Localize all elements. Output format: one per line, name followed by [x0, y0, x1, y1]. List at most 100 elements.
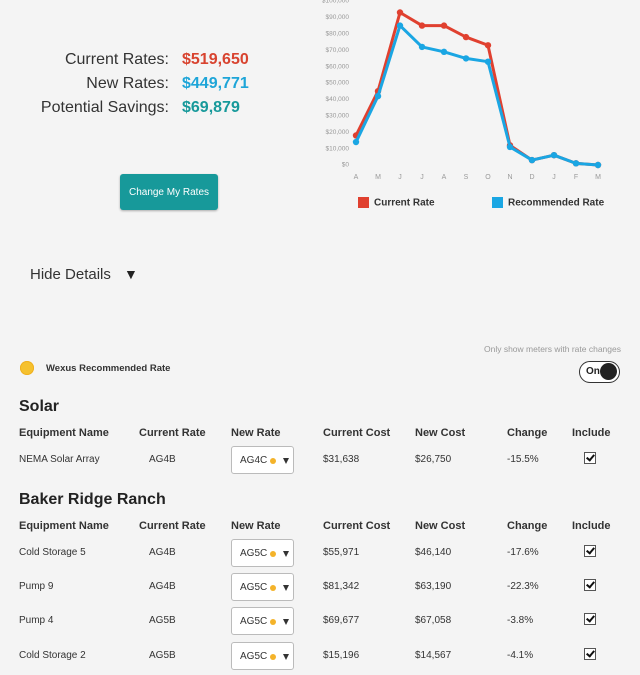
rate-select[interactable]: AG4C [231, 446, 294, 474]
data-point [352, 138, 360, 146]
column-header: Current Cost [323, 427, 391, 439]
table-cell: -22.3% [507, 581, 539, 592]
x-tick-label: S [464, 174, 469, 181]
rate-select-value: AG5C [240, 548, 268, 559]
data-point [506, 143, 514, 151]
column-header: Current Cost [323, 520, 391, 532]
summary-value: $449,771 [182, 75, 249, 92]
column-header: Equipment Name [19, 427, 109, 439]
rate-select[interactable]: AG5C [231, 573, 294, 601]
table-cell: $81,342 [323, 581, 360, 592]
rate-select[interactable]: AG5C [231, 642, 294, 670]
data-point [418, 22, 426, 29]
include-checkbox[interactable] [584, 613, 596, 625]
rate-select-value: AG4C [240, 455, 268, 466]
rate-select[interactable]: AG5C [231, 539, 294, 567]
include-checkbox[interactable] [584, 648, 596, 660]
toggle-text: On [586, 366, 600, 377]
rate-select[interactable]: AG5C [231, 607, 294, 635]
recommended-note: Wexus Recommended Rate [46, 363, 171, 374]
summary-label: New Rates: [86, 75, 169, 92]
column-header: Include [572, 427, 611, 439]
legend-label: Recommended Rate [508, 198, 605, 209]
table-cell: $67,058 [415, 615, 452, 626]
legend-swatch [358, 197, 369, 208]
column-header: Current Rate [139, 427, 206, 439]
table-cell: Cold Storage 5 [19, 547, 86, 558]
filter-toggle[interactable]: On [579, 361, 620, 383]
table-cell: $63,190 [415, 581, 452, 592]
legend-label: Current Rate [374, 198, 435, 209]
toggle-knob [600, 363, 617, 380]
x-tick-label: J [552, 174, 556, 181]
table-cell: -4.1% [507, 650, 534, 661]
recommended-dot [20, 361, 34, 375]
data-point [396, 9, 404, 16]
rate-select-value: AG5C [240, 651, 268, 662]
data-point [484, 42, 492, 49]
x-tick-label: M [375, 174, 381, 181]
y-tick-label: $40,000 [326, 96, 350, 103]
filter-label: Only show meters with rate changes [483, 344, 621, 354]
column-header: Current Rate [139, 520, 206, 532]
group-title: Solar [19, 398, 60, 415]
x-tick-label: O [485, 174, 491, 181]
y-tick-label: $90,000 [326, 14, 350, 21]
data-point [462, 55, 470, 62]
x-tick-label: J [398, 174, 402, 181]
y-tick-label: $50,000 [326, 80, 350, 87]
data-point [484, 58, 492, 65]
data-point [550, 151, 558, 159]
series-line [354, 10, 599, 167]
data-point [374, 92, 382, 100]
x-tick-label: A [442, 174, 447, 181]
change-rates-button[interactable]: Change My Rates [120, 174, 218, 210]
rate-select-value: AG5C [240, 582, 268, 593]
table-cell: Pump 9 [19, 581, 54, 592]
column-header: New Cost [415, 427, 466, 439]
column-header: Include [572, 520, 611, 532]
details-toggle-icon[interactable]: ▼ [124, 266, 138, 282]
table-cell: -3.8% [507, 615, 534, 626]
table-cell: $31,638 [323, 454, 360, 465]
chart: $0 $10,000 $20,000 $30,000 $40,000 $50,000 $60… [322, 0, 605, 209]
data-point [462, 33, 470, 41]
include-checkbox[interactable] [584, 545, 596, 557]
y-tick-label: $100,000 [322, 0, 349, 5]
summary-value: $69,879 [182, 99, 240, 116]
include-checkbox[interactable] [584, 452, 596, 464]
table-cell: $55,971 [323, 547, 360, 558]
table-cell: -15.5% [507, 454, 539, 465]
data-point [594, 161, 602, 169]
table-cell: Pump 4 [19, 615, 54, 626]
x-tick-label: M [595, 174, 601, 181]
column-header: Change [507, 520, 548, 532]
x-tick-label: N [507, 174, 512, 181]
table-cell: $26,750 [415, 454, 452, 465]
summary-value: $519,650 [182, 51, 249, 68]
x-tick-label: A [354, 174, 359, 181]
table-cell: $15,196 [323, 650, 360, 661]
column-header: Equipment Name [19, 520, 109, 532]
rate-select-value: AG5C [240, 616, 268, 627]
include-checkbox[interactable] [584, 579, 596, 591]
y-tick-label: $10,000 [326, 145, 350, 152]
column-header: Change [507, 427, 548, 439]
series-line [354, 24, 599, 167]
details-toggle[interactable]: Hide Details [30, 266, 111, 283]
table-cell: NEMA Solar Array [19, 454, 100, 465]
data-point [528, 156, 536, 164]
table-cell: $14,567 [415, 650, 452, 661]
x-tick-label: F [574, 174, 578, 181]
legend-swatch [492, 197, 503, 208]
column-header: New Rate [231, 427, 281, 439]
y-tick-label: $0 [342, 162, 350, 169]
y-tick-label: $30,000 [326, 113, 350, 120]
column-header: New Rate [231, 520, 281, 532]
summary-label: Potential Savings: [40, 99, 169, 116]
table-cell: AG4B [149, 581, 176, 592]
table-cell: $46,140 [415, 547, 452, 558]
data-point [440, 22, 448, 29]
summary-label: Current Rates: [64, 51, 169, 68]
